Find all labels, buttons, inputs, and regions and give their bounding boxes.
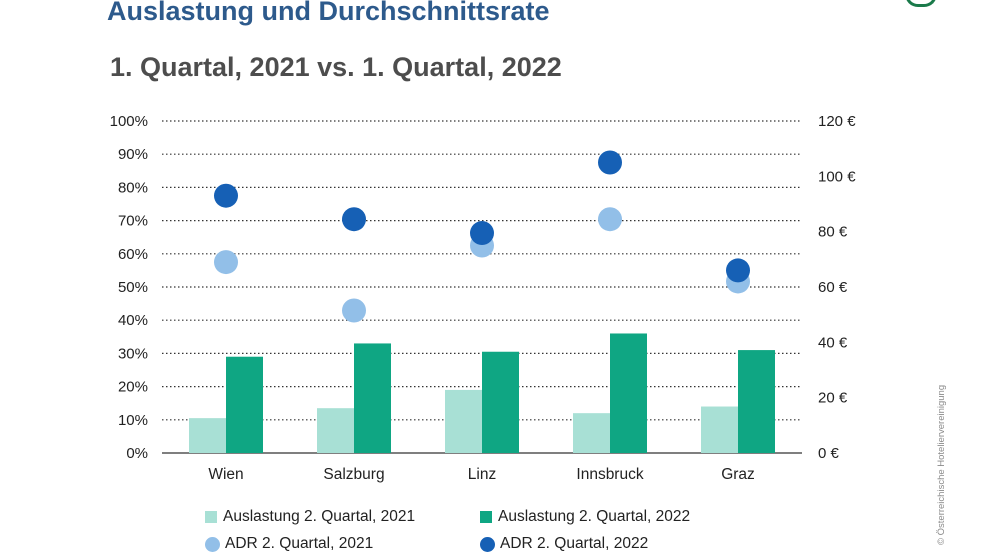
- bar-occ2021: [445, 389, 482, 453]
- y-left-tick-label: 50%: [118, 279, 148, 296]
- bar-occ2021: [573, 413, 610, 453]
- point-adr2021: [342, 298, 366, 323]
- y-left-tick-label: 0%: [126, 445, 148, 462]
- y-left-tick-label: 60%: [118, 246, 148, 263]
- bar-occ2022: [610, 333, 647, 453]
- bar-occ2021: [701, 406, 738, 453]
- legend-label: Auslastung 2. Quartal, 2022: [498, 508, 691, 525]
- copyright-note: © Österreichische Hoteliervereinigung: [936, 384, 947, 545]
- y-right-tick-label: 80 €: [818, 224, 848, 241]
- chart-subtitle: 1. Quartal, 2021 vs. 1. Quartal, 2022: [110, 52, 562, 82]
- y-right-tick-label: 120 €: [818, 113, 856, 130]
- y-right-tick-label: 20 €: [818, 390, 848, 407]
- x-tick-label: Wien: [208, 466, 243, 483]
- y-left-tick-label: 100%: [110, 113, 148, 130]
- y-left-tick-label: 90%: [118, 146, 148, 163]
- point-adr2022: [214, 183, 238, 208]
- legend-label: ADR 2. Quartal, 2022: [500, 535, 649, 552]
- y-left-tick-label: 20%: [118, 379, 148, 396]
- y-right-tick-label: 100 €: [818, 168, 856, 185]
- bar-occ2022: [482, 351, 519, 453]
- bar-occ2022: [226, 356, 263, 453]
- point-adr2022: [598, 150, 622, 175]
- legend-label: ADR 2. Quartal, 2021: [225, 535, 374, 552]
- chart-legend: Auslastung 2. Quartal, 2021 Auslastung 2…: [205, 508, 740, 553]
- point-adr2021: [598, 207, 622, 232]
- chart-title: Auslastung und Durchschnittsrate: [107, 0, 550, 26]
- bar-occ2021: [317, 408, 354, 453]
- legend-label: Auslastung 2. Quartal, 2021: [223, 508, 416, 525]
- x-tick-label: Salzburg: [323, 466, 384, 483]
- x-tick-label: Graz: [721, 466, 755, 483]
- legend-swatch-occ2021: [205, 511, 217, 523]
- legend-swatch-occ2022: [480, 511, 492, 523]
- point-adr2022: [726, 258, 750, 283]
- legend-swatch-adr2021: [205, 536, 220, 552]
- bar-occ2021: [189, 418, 226, 453]
- y-left-tick-label: 80%: [118, 179, 148, 196]
- y-left-tick-label: 40%: [118, 312, 148, 329]
- y-right-tick-label: 0 €: [818, 445, 840, 462]
- legend-item-adr2021: ADR 2. Quartal, 2021: [205, 535, 480, 553]
- x-tick-label: Innsbruck: [576, 466, 643, 483]
- point-adr2021: [214, 250, 238, 275]
- legend-item-occ2021: Auslastung 2. Quartal, 2021: [205, 508, 480, 526]
- legend-item-adr2022: ADR 2. Quartal, 2022: [480, 535, 740, 553]
- y-right-tick-label: 40 €: [818, 334, 848, 351]
- x-tick-label: Linz: [468, 466, 496, 483]
- bar-occ2022: [354, 343, 391, 453]
- bar-occ2022: [738, 350, 775, 453]
- point-adr2022: [470, 221, 494, 246]
- y-left-tick-label: 30%: [118, 345, 148, 362]
- y-right-tick-label: 60 €: [818, 279, 848, 296]
- legend-item-occ2022: Auslastung 2. Quartal, 2022: [480, 508, 740, 526]
- point-adr2022: [342, 207, 366, 232]
- y-left-tick-label: 10%: [118, 412, 148, 429]
- y-left-tick-label: 70%: [118, 213, 148, 230]
- legend-swatch-adr2022: [480, 536, 495, 552]
